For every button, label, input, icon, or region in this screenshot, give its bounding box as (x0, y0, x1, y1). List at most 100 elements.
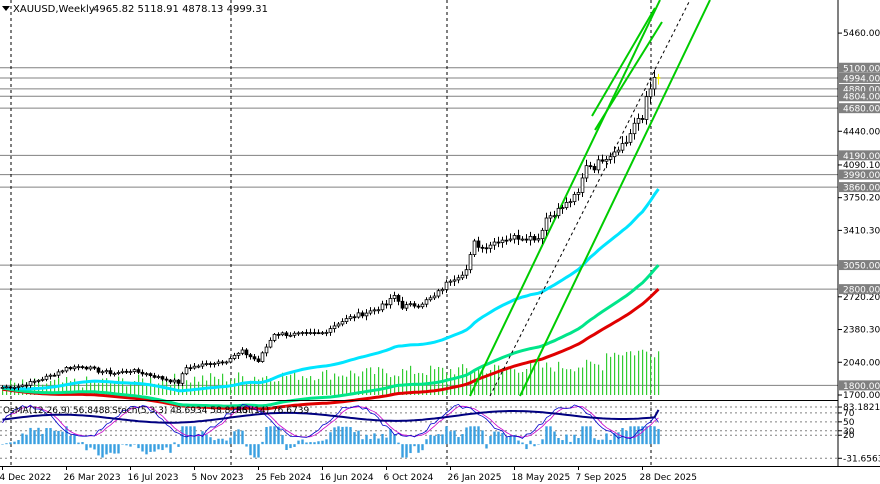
volume-bar (290, 374, 292, 395)
candle-body (348, 316, 353, 320)
osma-bar (237, 429, 240, 445)
osma-bar (169, 444, 172, 453)
candle-body (512, 235, 517, 240)
candle-body (576, 192, 581, 195)
candle-body (644, 96, 649, 120)
candle-body (4, 386, 9, 389)
volume-bar (326, 369, 328, 395)
candle-body (64, 367, 69, 372)
osma-bar (281, 435, 284, 445)
candle-body (624, 141, 629, 144)
candle-body (328, 328, 333, 333)
volume-bar (498, 365, 500, 395)
osma-bar (161, 444, 164, 451)
osma-bar (485, 444, 488, 449)
volume-bar (518, 372, 520, 395)
indicator-level-label: 30 (843, 427, 855, 437)
candle-body (356, 312, 361, 318)
volume-bar (654, 357, 656, 395)
osma-bar (193, 426, 196, 445)
volume-bar (242, 376, 244, 395)
indicator-header: OsMA(12,26,9) 56.8488 Stoch(5,3,3) 48.69… (3, 406, 309, 416)
candle-body (412, 303, 417, 307)
volume-bar (462, 364, 464, 395)
volume-bar (534, 364, 536, 395)
osma-bar (357, 430, 360, 445)
candle-body (244, 349, 249, 356)
candle-body (200, 363, 205, 367)
osma-bar (345, 426, 348, 445)
osma-bar (613, 433, 616, 445)
osma-bar (417, 444, 420, 453)
volume-bar (178, 378, 180, 395)
date-tick-label: 7 Sep 2025 (576, 473, 627, 483)
candle-body (556, 207, 561, 217)
price-level-tag (839, 182, 880, 193)
candle-body (500, 239, 505, 243)
osma-bar (385, 437, 388, 445)
volume-bar (550, 367, 552, 395)
osma-bar (513, 435, 516, 445)
candle-body (448, 280, 453, 283)
volume-bar (542, 367, 544, 395)
volume-bar (346, 376, 348, 395)
volume-bar (562, 368, 564, 395)
candle-body (408, 303, 413, 306)
osma-bar (585, 426, 588, 445)
osma-bar (149, 444, 152, 452)
candle-body (368, 310, 373, 314)
ema-mid-line (2, 264, 660, 408)
osma-bar (337, 426, 340, 445)
osma-bar (361, 439, 364, 445)
candle-body (516, 235, 521, 240)
candle-body (352, 316, 357, 319)
osma-bar (589, 426, 592, 445)
candle-body (600, 159, 605, 162)
volume-bar (298, 379, 300, 395)
candle-body (344, 318, 349, 322)
candle-body (468, 254, 473, 271)
candle-body (208, 363, 213, 365)
candle-body (88, 366, 93, 370)
volume-bar (606, 353, 608, 395)
candle-body (380, 303, 385, 311)
volume-bar (114, 381, 116, 395)
volume-bar (450, 369, 452, 395)
volume-bar (610, 356, 612, 395)
candle-body (296, 332, 301, 335)
candle-body (284, 332, 289, 337)
candle-body (496, 241, 501, 244)
volume-bar (618, 354, 620, 395)
osma-bar (217, 438, 220, 445)
osma-bar (273, 426, 276, 445)
candle-body (44, 375, 49, 380)
volume-bar (130, 382, 132, 395)
volume-bar (630, 351, 632, 395)
candle-body (596, 159, 601, 171)
osma-bar (529, 440, 532, 445)
volume-bar (558, 361, 560, 395)
candle-body (436, 290, 441, 297)
price-level-label: 1800.00 (843, 382, 880, 392)
candle-body (480, 246, 485, 249)
candle-body (128, 371, 133, 373)
price-level-label: 2800.00 (843, 286, 880, 296)
candles (0, 69, 661, 391)
collapse-arrow-icon[interactable] (2, 6, 10, 11)
candle-body (336, 323, 341, 327)
osma-bar (289, 444, 292, 449)
volume-bar (402, 368, 404, 395)
osma-bar (85, 444, 88, 451)
candle-body (400, 300, 405, 309)
moving-averages (2, 188, 660, 411)
candle-body (504, 239, 509, 242)
candle-body (540, 229, 545, 240)
volume-bar (322, 371, 324, 395)
candle-body (432, 295, 437, 299)
volume-bar (578, 367, 580, 395)
candle-body (80, 366, 85, 369)
candle-body (316, 332, 321, 335)
candle-body (112, 373, 117, 376)
date-tick-label: 6 Oct 2024 (384, 473, 434, 483)
osma-bar (381, 433, 384, 445)
